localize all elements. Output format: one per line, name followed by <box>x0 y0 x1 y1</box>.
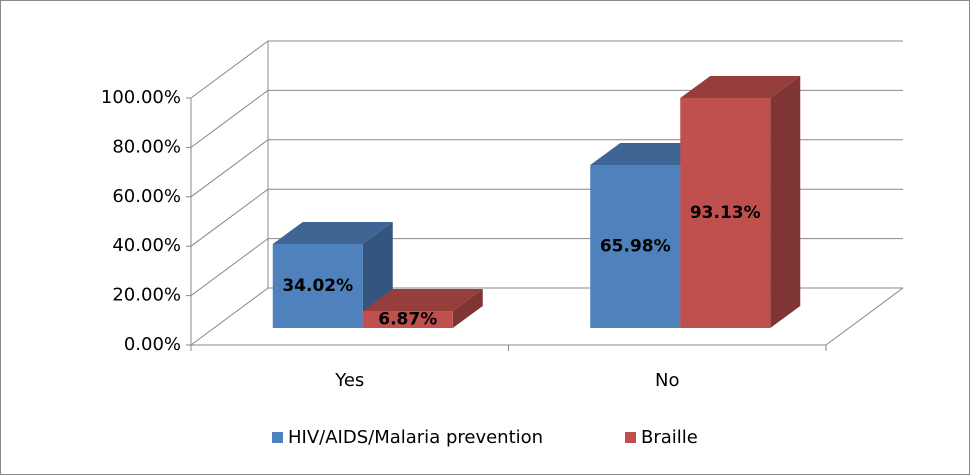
grid-line <box>190 188 269 247</box>
y-tick-label: 0.00% <box>124 334 181 355</box>
y-tick-label: 100.00% <box>101 87 181 108</box>
bar <box>272 243 363 328</box>
bar <box>590 165 681 328</box>
legend-swatch <box>272 432 283 443</box>
y-tick-label: 80.00% <box>112 136 181 157</box>
grid-line <box>190 139 269 198</box>
floor-right <box>825 287 904 346</box>
bar-side <box>452 289 483 328</box>
legend-swatch <box>625 432 636 443</box>
bar-top <box>362 289 483 312</box>
bar <box>362 311 453 328</box>
y-tick-label: 60.00% <box>112 186 181 207</box>
legend-label: Braille <box>641 427 698 448</box>
grid-line <box>190 89 269 148</box>
y-tick-label: 20.00% <box>112 285 181 306</box>
grid-line <box>190 40 269 99</box>
value-label: 6.87% <box>378 310 437 330</box>
grid-line <box>190 287 269 346</box>
value-label: 93.13% <box>690 203 761 223</box>
y-tick-label: 40.00% <box>112 235 181 256</box>
bar-top <box>272 221 393 244</box>
bar-side <box>770 75 801 328</box>
grid-line <box>190 238 269 297</box>
legend-label: HIV/AIDS/Malaria prevention <box>288 427 543 448</box>
x-tick-label: No <box>655 370 679 391</box>
bar <box>680 97 771 328</box>
x-tick-label: Yes <box>334 370 364 391</box>
value-label: 34.02% <box>282 276 353 296</box>
bar-top <box>680 75 801 98</box>
value-label: 65.98% <box>600 237 671 257</box>
